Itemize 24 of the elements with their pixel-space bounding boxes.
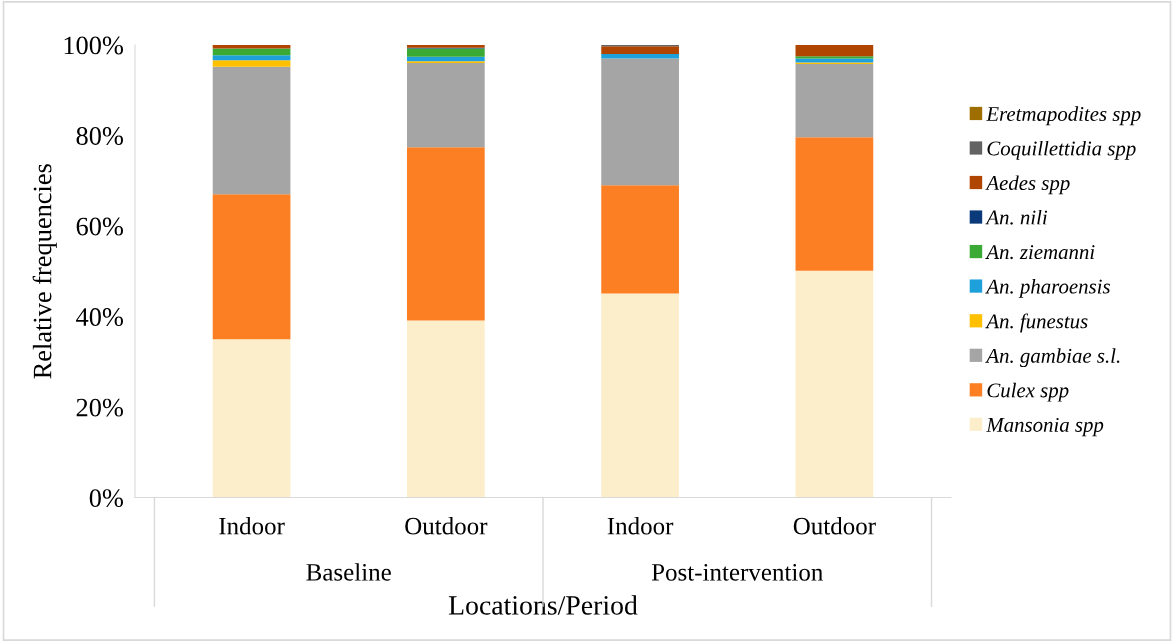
y-tick-label: 40%: [76, 308, 123, 327]
legend-label: An. gambiae s.l.: [985, 348, 1120, 368]
x-tick-label: Outdoor: [405, 516, 488, 535]
x-tick-label: Outdoor: [793, 516, 876, 535]
y-tick-label: 20%: [76, 398, 123, 417]
y-tick-label: 60%: [76, 217, 123, 236]
text: Baseline: [306, 563, 391, 581]
legend-label: Culex spp: [987, 382, 1069, 402]
legend-label: An. funestus: [985, 313, 1088, 333]
x-axis-title: Locations/Period: [448, 595, 638, 615]
y-axis-title: Relative frequencies: [32, 164, 57, 379]
y-tick-label: 80%: [76, 127, 123, 145]
legend-label: An. pharoensis: [985, 278, 1110, 298]
legend-label: Aedes spp: [985, 175, 1070, 195]
legend-label: Mansonia spp: [986, 417, 1104, 437]
y-tick-label: 0%: [89, 489, 123, 508]
legend-label: An. nili: [985, 209, 1048, 225]
x-tick-label: Indoor: [607, 516, 674, 535]
legend-label: An. ziemanni: [985, 245, 1095, 260]
y-tick-label: 100%: [64, 36, 123, 55]
legend-label: Coquillettidia spp: [987, 140, 1136, 160]
text: Post-intervention: [651, 563, 823, 581]
legend-label: Eretmapodites spp: [986, 106, 1141, 126]
x-tick-label: Indoor: [219, 516, 285, 535]
